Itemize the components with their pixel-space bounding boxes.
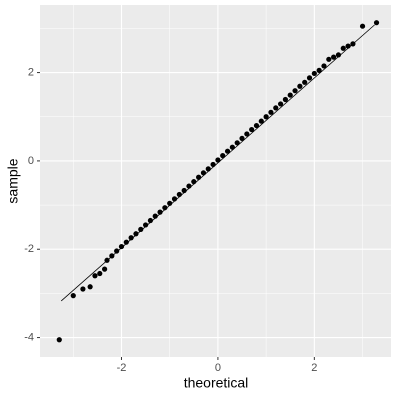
point <box>196 174 202 180</box>
point <box>331 54 337 60</box>
point <box>128 235 134 241</box>
point <box>249 126 255 133</box>
point <box>345 43 351 49</box>
x-tick-label: -2 <box>117 362 127 374</box>
point <box>97 270 103 277</box>
point <box>70 293 76 299</box>
point <box>138 226 144 232</box>
point <box>287 92 293 98</box>
point <box>335 52 342 58</box>
point <box>87 284 93 290</box>
point <box>191 179 197 185</box>
point <box>104 257 110 263</box>
point <box>215 157 221 163</box>
x-tick-label: 2 <box>311 362 317 374</box>
point <box>258 118 264 124</box>
point <box>56 337 62 343</box>
point <box>176 191 182 198</box>
point <box>118 243 125 250</box>
panel <box>40 5 391 357</box>
point <box>253 122 260 129</box>
point <box>157 209 163 215</box>
point <box>321 63 327 69</box>
point <box>268 109 274 115</box>
point <box>282 96 289 103</box>
point <box>167 200 173 206</box>
y-axis-title: sample <box>5 158 21 203</box>
point <box>350 41 356 47</box>
point <box>210 161 216 168</box>
point <box>277 101 284 107</box>
point <box>133 231 139 237</box>
point <box>234 140 240 146</box>
point <box>340 45 346 51</box>
point <box>186 183 192 189</box>
point <box>171 196 178 202</box>
point <box>147 217 154 224</box>
point <box>326 56 332 62</box>
point <box>123 239 129 245</box>
point <box>359 23 366 29</box>
point <box>229 144 235 150</box>
point <box>80 286 86 292</box>
point <box>220 153 226 159</box>
point <box>181 187 187 194</box>
point <box>302 79 308 85</box>
point <box>273 105 279 111</box>
marks <box>56 20 380 343</box>
x-tick-label: 0 <box>215 362 221 374</box>
point <box>373 20 380 26</box>
point <box>306 75 313 81</box>
point <box>224 148 231 154</box>
point <box>297 83 303 89</box>
point <box>239 135 245 141</box>
point <box>200 170 207 176</box>
point <box>162 205 168 211</box>
point <box>292 88 298 94</box>
point <box>142 222 149 228</box>
point <box>92 273 98 279</box>
point <box>102 266 108 272</box>
point <box>316 67 322 73</box>
point <box>311 70 317 77</box>
point <box>114 248 120 254</box>
y-tick-label: 2 <box>28 66 34 78</box>
point <box>205 166 211 172</box>
point <box>152 213 158 219</box>
point <box>109 253 115 259</box>
y-tick-label: -4 <box>24 331 34 343</box>
x-axis-title: theoretical <box>184 375 249 391</box>
point <box>263 114 269 120</box>
y-tick-label: 0 <box>28 155 34 167</box>
y-tick-label: -2 <box>24 243 34 255</box>
point <box>244 131 250 137</box>
